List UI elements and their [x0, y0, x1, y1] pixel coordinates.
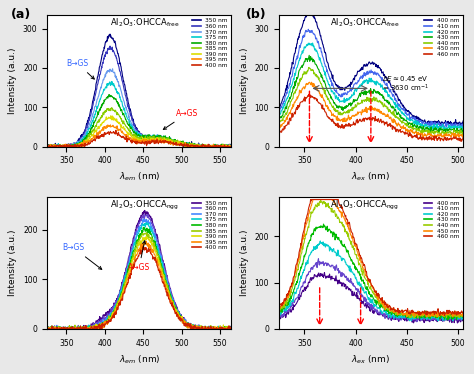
Text: A→GS: A→GS [128, 241, 150, 272]
Text: A→GS: A→GS [164, 109, 199, 129]
Text: $\Delta E \approx 0.45$ eV: $\Delta E \approx 0.45$ eV [382, 74, 428, 83]
Y-axis label: Intensity (a.u.): Intensity (a.u.) [240, 230, 249, 296]
Y-axis label: Intensity (a.u.): Intensity (a.u.) [9, 47, 18, 114]
Y-axis label: Intensity (a.u.): Intensity (a.u.) [240, 47, 249, 114]
Legend: 350 nm, 360 nm, 370 nm, 375 nm, 380 nm, 385 nm, 390 nm, 395 nm, 400 nm: 350 nm, 360 nm, 370 nm, 375 nm, 380 nm, … [191, 200, 228, 251]
Text: B→GS: B→GS [66, 59, 94, 79]
Text: Al$_2$O$_3$:OHCCA$_{\rm free}$: Al$_2$O$_3$:OHCCA$_{\rm free}$ [330, 16, 400, 29]
Text: Al$_2$O$_3$:OHCCA$_{\rm ngg}$: Al$_2$O$_3$:OHCCA$_{\rm ngg}$ [110, 199, 179, 212]
Text: Al$_2$O$_3$:OHCCA$_{\rm free}$: Al$_2$O$_3$:OHCCA$_{\rm free}$ [110, 16, 179, 29]
Text: (a): (a) [10, 8, 31, 21]
Text: (b): (b) [246, 8, 266, 21]
X-axis label: $\lambda_{ex}$ (nm): $\lambda_{ex}$ (nm) [351, 353, 391, 366]
Legend: 400 nm, 410 nm, 420 nm, 430 nm, 440 nm, 450 nm, 460 nm: 400 nm, 410 nm, 420 nm, 430 nm, 440 nm, … [423, 18, 460, 57]
Text: Al$_2$O$_3$:OHCCA$_{\rm ngg}$: Al$_2$O$_3$:OHCCA$_{\rm ngg}$ [330, 199, 399, 212]
Y-axis label: Intensity (a.u.): Intensity (a.u.) [9, 230, 18, 296]
X-axis label: $\lambda_{ex}$ (nm): $\lambda_{ex}$ (nm) [351, 171, 391, 183]
X-axis label: $\lambda_{em}$ (nm): $\lambda_{em}$ (nm) [118, 171, 160, 183]
Text: = 3630 cm$^{-1}$: = 3630 cm$^{-1}$ [382, 82, 429, 94]
Legend: 400 nm, 410 nm, 420 nm, 430 nm, 440 nm, 450 nm, 460 nm: 400 nm, 410 nm, 420 nm, 430 nm, 440 nm, … [423, 200, 460, 240]
X-axis label: $\lambda_{em}$ (nm): $\lambda_{em}$ (nm) [118, 353, 160, 366]
Text: B→GS: B→GS [63, 243, 102, 269]
Legend: 350 nm, 360 nm, 370 nm, 375 nm, 380 nm, 385 nm, 390 nm, 395 nm, 400 nm: 350 nm, 360 nm, 370 nm, 375 nm, 380 nm, … [191, 18, 228, 68]
